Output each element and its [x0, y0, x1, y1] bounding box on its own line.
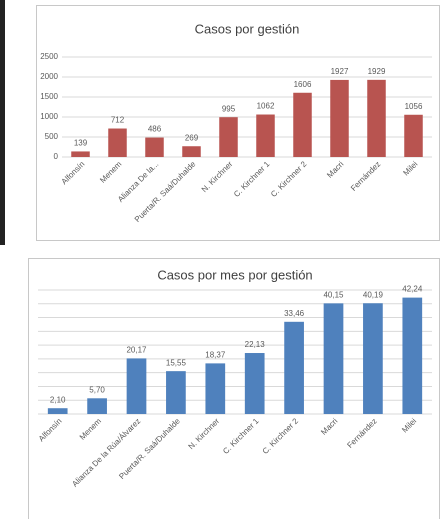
y-tick-label: 2000	[40, 72, 58, 81]
bar	[219, 117, 238, 157]
bar	[363, 303, 383, 414]
bar	[404, 114, 423, 157]
bar	[71, 151, 90, 157]
y-tick-label: 1500	[40, 92, 58, 101]
data-label: 40,19	[363, 290, 384, 299]
data-label: 995	[222, 104, 236, 113]
chart-title: Casos por mes por gestión	[157, 267, 312, 282]
bar	[323, 303, 344, 414]
data-label: 1929	[368, 67, 386, 76]
bar	[367, 79, 386, 157]
y-tick-label: 1000	[40, 112, 58, 121]
data-label: 1056	[405, 102, 423, 111]
data-label: 1927	[331, 67, 349, 76]
bar	[293, 92, 312, 157]
bar	[256, 114, 275, 157]
bar	[87, 398, 107, 414]
bar	[402, 297, 423, 414]
chart-title: Casos por gestión	[195, 21, 300, 36]
data-label: 42,24	[402, 285, 423, 294]
y-tick-label: 0	[54, 152, 59, 161]
bar	[47, 408, 68, 414]
bar	[330, 79, 349, 157]
data-label: 1062	[257, 102, 275, 111]
data-label: 1606	[294, 80, 312, 89]
bar	[166, 371, 186, 414]
bar	[108, 128, 127, 157]
bar	[244, 353, 265, 414]
data-label: 33,46	[284, 309, 305, 318]
data-label: 20,17	[126, 346, 147, 355]
data-label: 2,10	[50, 395, 66, 404]
bar	[145, 137, 164, 157]
data-label: 40,15	[323, 290, 344, 299]
data-label: 712	[111, 116, 125, 125]
data-label: 5,70	[89, 385, 105, 394]
bar	[182, 146, 201, 157]
y-tick-label: 2500	[40, 52, 58, 61]
y-tick-label: 500	[45, 132, 59, 141]
data-label: 22,13	[245, 340, 266, 349]
data-label: 139	[74, 139, 88, 148]
data-label: 269	[185, 133, 199, 142]
data-label: 18,37	[205, 350, 226, 359]
bar	[126, 358, 147, 414]
bar	[284, 321, 304, 414]
data-label: 486	[148, 125, 162, 134]
bar	[205, 363, 226, 414]
edge-strip	[0, 0, 5, 245]
data-label: 15,55	[166, 358, 187, 367]
